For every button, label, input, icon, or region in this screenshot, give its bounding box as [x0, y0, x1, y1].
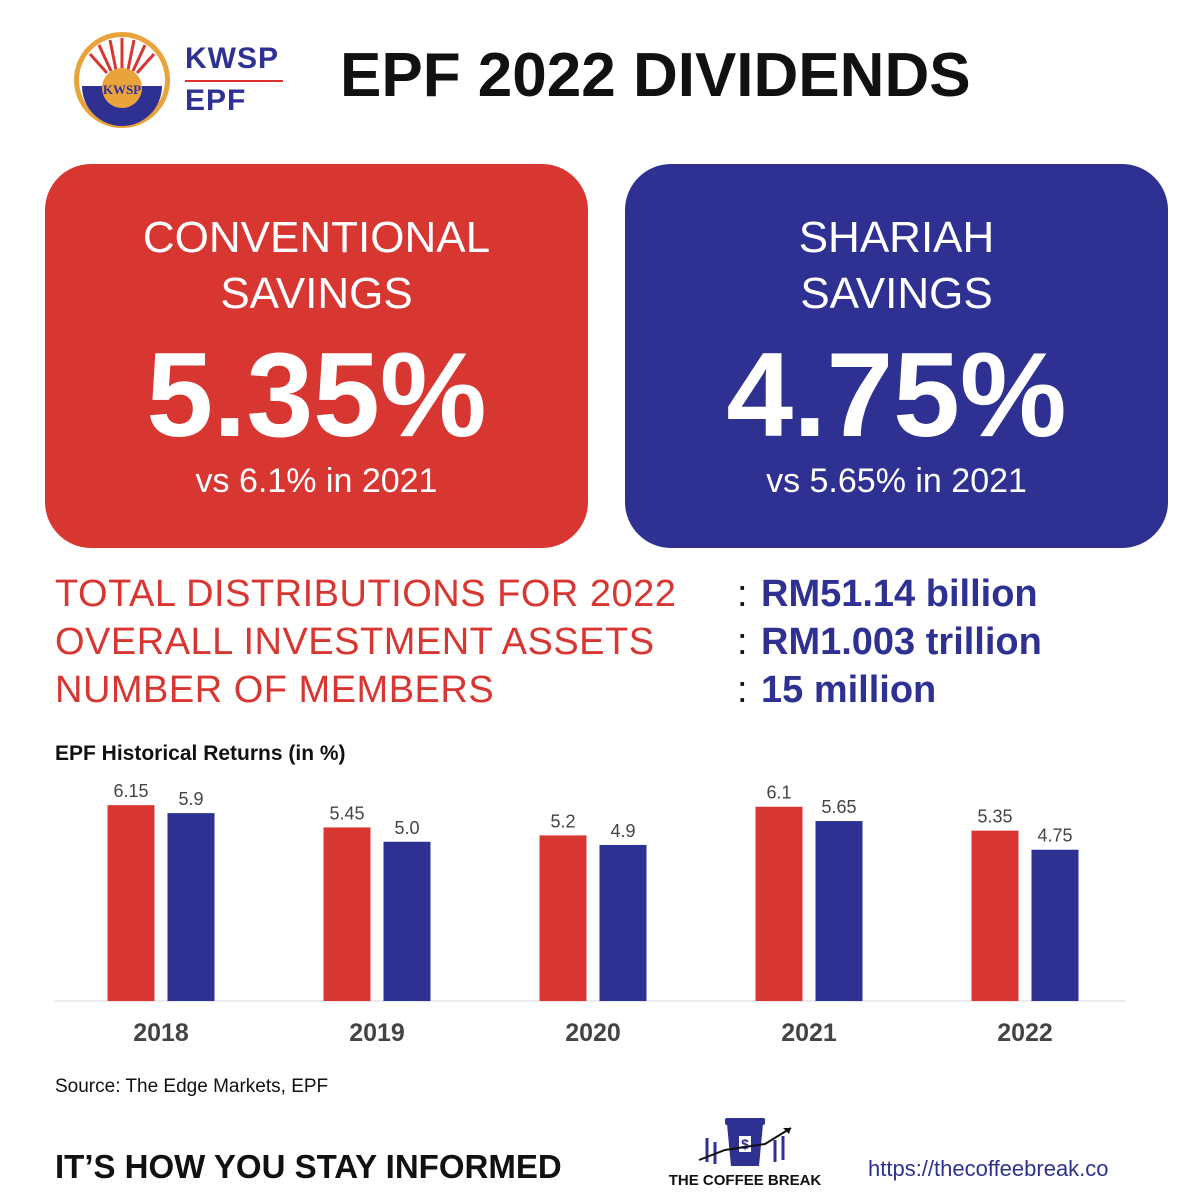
stat-colon: : — [737, 573, 748, 615]
data-label-2021-series-2: 5.65 — [821, 797, 856, 817]
shariah-rate: 4.75% — [726, 328, 1067, 462]
bar-2022-series-2 — [1031, 849, 1079, 1001]
shariah-comparison: vs 5.65% in 2021 — [766, 462, 1027, 500]
coffee-cup-chart-icon: $ — [698, 1118, 792, 1166]
x-tick-label-2021: 2021 — [781, 1019, 837, 1047]
bar-2020-series-1 — [539, 835, 587, 1001]
page-title: EPF 2022 DIVIDENDS — [340, 41, 971, 110]
brand-name: THE COFFEE BREAK — [668, 1172, 822, 1189]
svg-text:$: $ — [741, 1136, 749, 1152]
data-label-2022-series-2: 4.75 — [1037, 826, 1072, 846]
kwsp-seal-icon: KWSP — [74, 32, 170, 128]
logo-divider — [185, 80, 283, 82]
stat-colon: : — [737, 621, 748, 663]
bar-2020-series-2 — [599, 844, 647, 1001]
conventional-comparison: vs 6.1% in 2021 — [195, 462, 438, 500]
kwsp-logo: KWSP KWSP EPF — [72, 30, 292, 130]
stat-value: RM1.003 trillion — [761, 621, 1042, 663]
bar-2021-series-1 — [755, 806, 803, 1001]
data-label-2019-series-1: 5.45 — [329, 803, 364, 823]
data-label-2022-series-1: 5.35 — [977, 807, 1012, 827]
x-tick-label-2022: 2022 — [997, 1019, 1053, 1047]
shariah-savings-card: SHARIAH SAVINGS 4.75% vs 5.65% in 2021 — [625, 164, 1168, 548]
coffee-break-logo: $ THE COFFEE BREAK — [655, 1114, 835, 1194]
stat-colon: : — [737, 669, 748, 711]
data-label-2020-series-1: 5.2 — [550, 811, 575, 831]
website-link[interactable]: https://thecoffeebreak.co — [868, 1156, 1109, 1181]
data-label-2020-series-2: 4.9 — [610, 821, 635, 841]
data-label-2018-series-2: 5.9 — [178, 789, 203, 809]
x-tick-label-2020: 2020 — [565, 1019, 621, 1047]
logo-kwsp-text: KWSP — [185, 42, 279, 75]
data-label-2021-series-1: 6.1 — [766, 783, 791, 803]
stat-label: NUMBER OF MEMBERS — [55, 669, 495, 711]
data-label-2019-series-2: 5.0 — [394, 818, 419, 838]
x-tick-label-2019: 2019 — [349, 1019, 405, 1047]
stat-investment-assets: OVERALL INVESTMENT ASSETS : RM1.003 tril… — [55, 621, 1155, 669]
seal-text: KWSP — [103, 82, 141, 97]
tagline: IT’S HOW YOU STAY INFORMED — [55, 1148, 562, 1185]
conventional-rate: 5.35% — [146, 328, 487, 462]
bar-2018-series-1 — [107, 805, 155, 1001]
x-tick-label-2018: 2018 — [133, 1019, 189, 1047]
bar-2021-series-2 — [815, 821, 863, 1001]
stat-value: 15 million — [761, 669, 937, 711]
bar-2019-series-2 — [383, 841, 431, 1001]
logo-epf-text: EPF — [185, 84, 247, 117]
source-note: Source: The Edge Markets, EPF — [55, 1076, 329, 1097]
stat-label: TOTAL DISTRIBUTIONS FOR 2022 — [55, 573, 677, 615]
data-label-2018-series-1: 6.15 — [113, 781, 148, 801]
bar-2019-series-1 — [323, 827, 371, 1001]
conventional-savings-card: CONVENTIONAL SAVINGS 5.35% vs 6.1% in 20… — [45, 164, 588, 548]
shariah-label: SHARIAH SAVINGS — [798, 213, 995, 318]
historical-returns-chart: 6.15 5.9 2018 5.45 5.0 2019 5.2 4.9 2020 6.1 5.65 2… — [55, 781, 1125, 1047]
stat-label: OVERALL INVESTMENT ASSETS — [55, 621, 655, 663]
conventional-label: CONVENTIONAL SAVINGS — [142, 213, 491, 318]
bar-2018-series-2 — [167, 813, 215, 1001]
stat-value: RM51.14 billion — [761, 573, 1038, 615]
stat-members: NUMBER OF MEMBERS : 15 million — [55, 669, 1155, 717]
key-stats: TOTAL DISTRIBUTIONS FOR 2022 : RM51.14 b… — [55, 573, 1155, 717]
bar-2022-series-1 — [971, 830, 1019, 1001]
stat-total-distributions: TOTAL DISTRIBUTIONS FOR 2022 : RM51.14 b… — [55, 573, 1155, 621]
chart-title: EPF Historical Returns (in %) — [55, 742, 346, 765]
